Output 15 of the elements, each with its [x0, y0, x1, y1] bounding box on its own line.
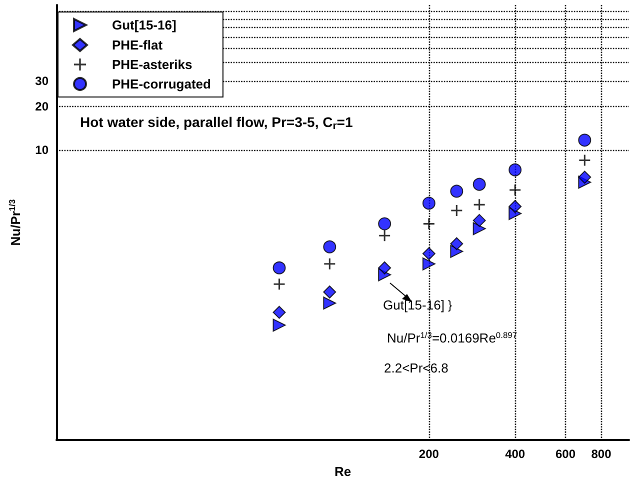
annotation: 2.2<Pr<6.8	[384, 360, 448, 376]
annotation: Gut[15-16] }	[383, 298, 452, 312]
legend-label: Gut[15-16]	[112, 18, 176, 32]
y-tick-label: 10	[35, 143, 49, 158]
legend-label: PHE-asteriks	[112, 57, 192, 72]
y-tick-label: 20	[35, 99, 49, 114]
x-axis-title: Re	[334, 464, 352, 479]
legend-label: PHE-flat	[112, 38, 164, 52]
legend-label: PHE-corrugated	[112, 76, 212, 92]
x-tick-label: 800	[591, 447, 612, 462]
x-tick-label: 200	[418, 447, 440, 462]
x-tick-label: 600	[555, 447, 576, 462]
x-tick-label: 400	[505, 447, 526, 462]
y-tick-label: 30	[35, 74, 49, 88]
y-axis-title: Nu/Pr1/3	[7, 199, 23, 246]
